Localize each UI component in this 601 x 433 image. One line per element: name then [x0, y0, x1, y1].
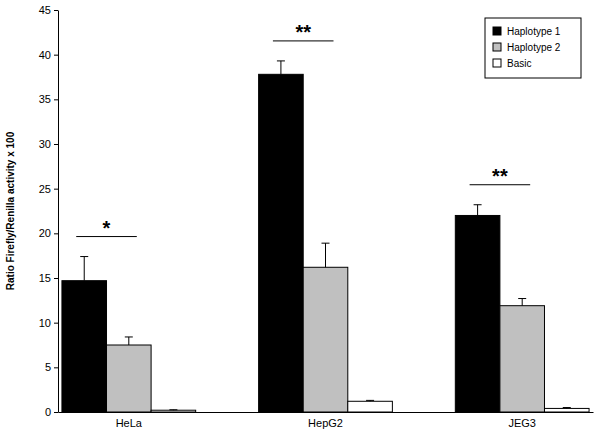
tick-mark: [54, 99, 58, 100]
tick: HeLa: [116, 412, 143, 429]
tick: HepG2: [308, 412, 343, 429]
legend-label: Haplotype 2: [507, 42, 561, 53]
tick-label: HeLa: [116, 417, 143, 429]
tick-mark: [54, 144, 58, 145]
tick-mark: [54, 367, 58, 368]
tick-mark: [54, 189, 58, 190]
series: [151, 400, 589, 412]
chart: 051015202530354045HeLaHepG2JEG3*****Hapl…: [0, 0, 601, 433]
tick: 15: [39, 272, 58, 284]
tick-label: 30: [39, 138, 51, 150]
bar: [303, 267, 348, 412]
legend-swatch: [493, 27, 501, 35]
axis-line: [58, 11, 59, 413]
tick-label: JEG3: [508, 417, 536, 429]
plot: 051015202530354045HeLaHepG2JEG3*****Hapl…: [39, 4, 594, 429]
error-bar: [474, 205, 482, 216]
error-cap: [474, 204, 482, 205]
legend-label: Basic: [507, 58, 531, 69]
y-axis-title: Ratio Firefly/Renilla activity x 100: [5, 131, 16, 290]
bar: [259, 74, 304, 412]
bar: [544, 408, 589, 412]
error-stem: [84, 257, 85, 281]
tick-mark: [54, 412, 58, 413]
error-cap: [518, 298, 526, 299]
legend-frame: [485, 18, 581, 78]
tick-mark: [54, 323, 58, 324]
tick: 10: [39, 317, 58, 329]
bar: [62, 281, 107, 412]
bar: [151, 410, 196, 412]
bar: [107, 345, 152, 412]
significance-label: **: [295, 21, 311, 43]
error-bar: [322, 243, 330, 267]
legend: Haplotype 1 Haplotype 2 Basic: [485, 18, 581, 78]
bar: [348, 401, 393, 412]
error-bar: [563, 407, 571, 409]
tick-label: 0: [45, 406, 51, 418]
tick: 40: [39, 49, 58, 61]
annotations: *****: [76, 21, 530, 239]
error-cap: [277, 60, 285, 61]
tick: 0: [45, 406, 58, 418]
tick: 45: [39, 4, 58, 16]
tick-label: 15: [39, 272, 51, 284]
error-bar: [518, 299, 526, 306]
legend-item: Haplotype 1: [493, 26, 561, 37]
tick-label: 45: [39, 4, 51, 16]
legend-label: Haplotype 1: [507, 26, 561, 37]
error-stem: [325, 243, 326, 267]
bar: [500, 306, 545, 412]
tick: JEG3: [508, 412, 536, 429]
tick-label: 40: [39, 49, 51, 61]
error-cap: [366, 400, 374, 401]
significance-label: **: [492, 165, 508, 187]
error-stem: [477, 205, 478, 216]
legend-swatch: [493, 59, 501, 67]
error-bar: [80, 257, 88, 281]
error-cap: [322, 243, 330, 244]
tick-mark: [54, 10, 58, 11]
tick-label: 25: [39, 183, 51, 195]
series: [62, 61, 500, 412]
error-bar: [366, 400, 374, 402]
x-axis: HeLa HepG2 JEG3: [59, 412, 594, 429]
error-cap: [169, 409, 177, 410]
tick: 20: [39, 227, 58, 239]
error-bar: [169, 409, 177, 410]
error-cap: [563, 407, 571, 408]
tick-label: 10: [39, 317, 51, 329]
error-stem: [128, 337, 129, 345]
tick: 35: [39, 93, 58, 105]
error-bar: [125, 337, 133, 345]
tick-label: 20: [39, 227, 51, 239]
tick-label: HepG2: [308, 417, 343, 429]
error-stem: [280, 61, 281, 74]
error-stem: [522, 299, 523, 306]
legend-item: Haplotype 2: [493, 42, 561, 53]
legend-swatch: [493, 43, 501, 51]
tick-label: 35: [39, 93, 51, 105]
legend-item: Basic: [493, 58, 531, 69]
error-cap: [125, 336, 133, 337]
tick-mark: [54, 278, 58, 279]
tick-mark: [54, 55, 58, 56]
significance-label: *: [103, 217, 111, 239]
error-cap: [80, 256, 88, 257]
tick-mark: [54, 233, 58, 234]
tick: 30: [39, 138, 58, 150]
y-axis: 0 5 10 15 20 25 30 35 40 45: [39, 4, 59, 418]
tick: 25: [39, 183, 58, 195]
error-bar: [277, 61, 285, 74]
marks: [62, 61, 589, 412]
tick: 5: [45, 361, 58, 373]
series: [107, 243, 545, 412]
tick-label: 5: [45, 361, 51, 373]
bar: [455, 215, 500, 412]
axis-line: [59, 412, 594, 413]
